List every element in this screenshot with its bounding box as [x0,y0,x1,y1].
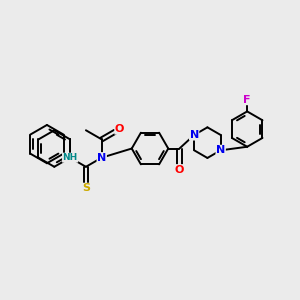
Text: O: O [175,165,184,175]
Text: F: F [243,95,251,105]
Text: N: N [97,153,106,163]
Text: N: N [190,130,199,140]
Text: NH: NH [62,153,78,162]
Text: S: S [82,183,90,193]
Text: N: N [216,145,225,155]
Text: O: O [115,124,124,134]
